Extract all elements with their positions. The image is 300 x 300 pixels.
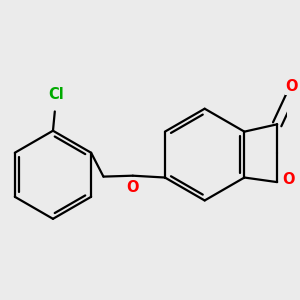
Text: O: O xyxy=(286,79,298,94)
Text: O: O xyxy=(282,172,294,187)
Text: O: O xyxy=(127,180,139,195)
Text: Cl: Cl xyxy=(48,86,64,101)
